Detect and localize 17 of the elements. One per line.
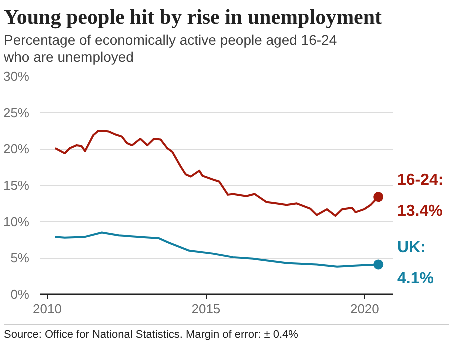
y-tick-label: 15% xyxy=(3,178,30,193)
source-note: Source: Office for National Statistics. Margin of error: ± 0.4% xyxy=(4,328,298,343)
data-label: 4.1% xyxy=(398,270,434,288)
data-label: 13.4% xyxy=(398,203,443,220)
series-label: UK: xyxy=(398,240,426,257)
x-tick-label: 2020 xyxy=(350,302,380,316)
chart-title: Young people hit by rise in unemployment xyxy=(4,4,382,31)
x-tick-label: 2010 xyxy=(33,302,62,316)
x-tick-label: 2015 xyxy=(192,302,221,316)
y-tick-label: 20% xyxy=(3,142,30,157)
y-tick-label: 10% xyxy=(3,214,30,230)
y-tick-label: 5% xyxy=(10,250,30,266)
series-label: 16-24: xyxy=(398,172,444,190)
y-tick-label: 25% xyxy=(3,105,30,120)
y-tick-label: 30% xyxy=(3,69,30,84)
chart-subtitle: Percentage of economically active people aged 16-24 who are unemployed xyxy=(4,32,338,66)
y-tick-label: 0% xyxy=(10,287,30,302)
